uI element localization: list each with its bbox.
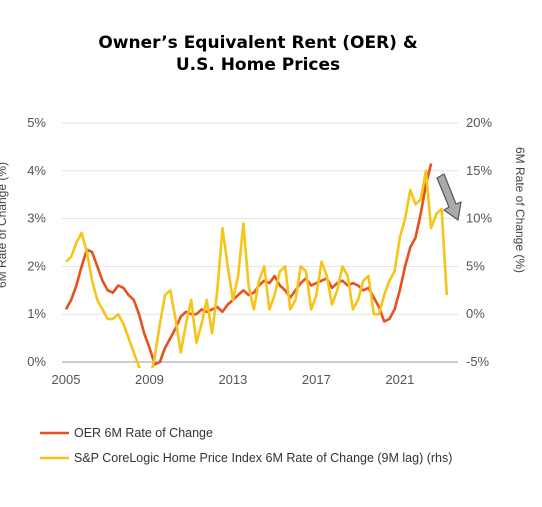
series-line-home-price-index: [65, 169, 449, 368]
chart-title-line1: Owner’s Equivalent Rent (OER) &: [98, 33, 418, 53]
y-axis-left-ticks: 0% 1% 2% 3% 4% 5%: [27, 115, 46, 369]
y-tick-label-right: -5%: [466, 354, 490, 369]
y-tick-label-right: 15%: [466, 163, 492, 178]
legend-label-oer: OER 6M Rate of Change: [74, 426, 213, 440]
y-tick-label-left: 0%: [27, 354, 46, 369]
y-tick-label-left: 4%: [27, 163, 46, 178]
x-tick-label: 2005: [52, 372, 81, 387]
gridlines: [62, 122, 458, 363]
y-tick-label-right: 10%: [466, 211, 492, 226]
y-axis-right-ticks: -5% 0% 5% 10% 15% 20%: [466, 115, 492, 369]
y-tick-label-left: 2%: [27, 258, 46, 273]
x-tick-label: 2009: [135, 372, 164, 387]
x-tick-label: 2021: [385, 372, 414, 387]
y-tick-label-right: 0%: [466, 306, 485, 321]
legend-label-home-price-index: S&P CoreLogic Home Price Index 6M Rate o…: [74, 451, 452, 465]
x-tick-label: 2017: [302, 372, 331, 387]
series-line-oer: [64, 163, 433, 366]
y-tick-label-left: 1%: [27, 306, 46, 321]
x-axis-ticks: 2005 2009 2013 2017 2021: [52, 372, 415, 387]
x-tick-label: 2013: [218, 372, 247, 387]
down-arrow-annotation: [436, 173, 462, 221]
y-tick-label-left: 5%: [27, 115, 46, 130]
y-axis-right-label: 6M Rate of Change (%): [513, 147, 527, 273]
y-tick-label-right: 20%: [466, 115, 492, 130]
y-tick-label-right: 5%: [466, 258, 485, 273]
chart-title-line2: U.S. Home Prices: [176, 55, 340, 75]
legend: OER 6M Rate of Change S&P CoreLogic Home…: [40, 426, 452, 465]
y-tick-label-left: 3%: [27, 211, 46, 226]
y-axis-left-label: 6M Rate of Change (%): [0, 162, 9, 288]
